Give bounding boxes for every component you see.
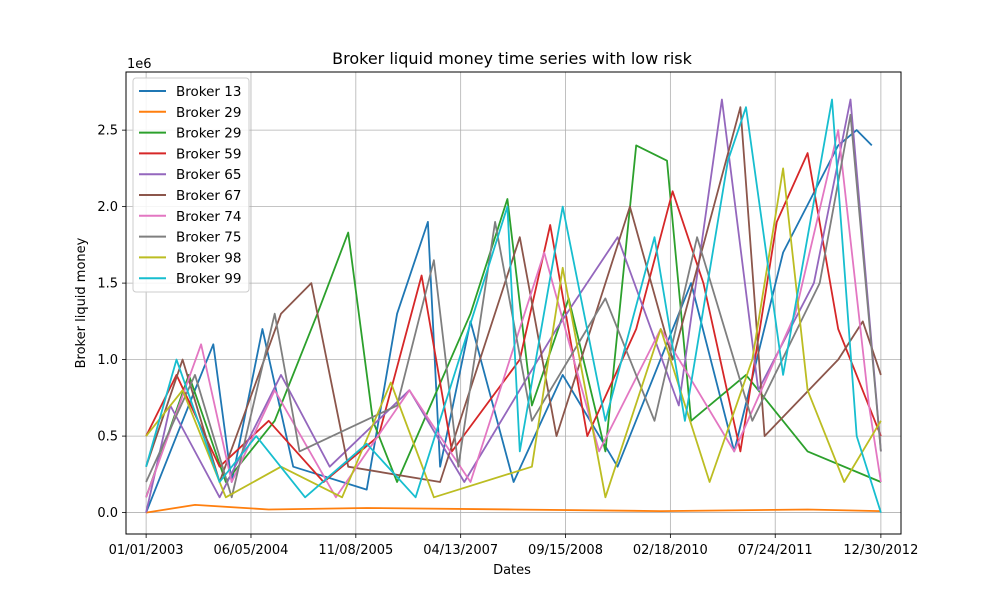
legend-label: Broker 29 <box>176 126 241 142</box>
series-line <box>145 113 882 499</box>
legend-label: Broker 65 <box>176 167 241 183</box>
x-axis: 01/01/2003 06/05/2004 11/08/2005 04/13/2007… <box>109 534 918 558</box>
series-group <box>145 98 882 514</box>
y-axis-scale-label: 1e6 <box>127 57 152 72</box>
series-line <box>145 144 882 498</box>
legend: Broker 13 Broker 29 Broker 29 Broker 59 Brok… <box>132 77 250 293</box>
y-tick-label: 1.5 <box>97 277 118 292</box>
y-tick-label: 1.0 <box>97 353 118 368</box>
legend-label: Broker 74 <box>176 209 241 225</box>
x-tick-label: 06/05/2004 <box>214 543 289 558</box>
x-tick-label: 09/15/2008 <box>528 543 603 558</box>
series-line <box>145 129 882 499</box>
grid <box>126 72 901 534</box>
series-line <box>145 152 882 483</box>
series-line <box>145 98 882 513</box>
legend-label: Broker 13 <box>176 84 241 100</box>
y-axis: 0.0 0.5 1.0 1.5 2.0 2.5 <box>97 124 126 521</box>
legend-label: Broker 98 <box>176 250 241 266</box>
series-line <box>145 129 873 513</box>
x-tick-label: 02/18/2010 <box>633 543 708 558</box>
legend-label: Broker 75 <box>176 230 241 246</box>
chart-title: Broker liquid money time series with low… <box>332 49 692 68</box>
x-axis-title: Dates <box>493 563 531 578</box>
y-tick-label: 0.5 <box>97 430 118 445</box>
x-tick-label: 04/13/2007 <box>423 543 498 558</box>
y-tick-label: 2.5 <box>97 124 118 139</box>
series-line <box>145 167 882 499</box>
series-line <box>145 106 882 483</box>
x-tick-label: 07/24/2011 <box>738 543 813 558</box>
legend-label: Broker 99 <box>176 271 241 287</box>
legend-label: Broker 59 <box>176 146 241 162</box>
y-axis-title: Broker liquid money <box>74 237 89 368</box>
x-tick-label: 01/01/2003 <box>109 543 184 558</box>
series-line <box>145 503 881 514</box>
legend-frame <box>132 77 250 293</box>
plot-background <box>126 72 901 534</box>
y-tick-label: 0.0 <box>97 506 118 521</box>
x-tick-label: 11/08/2005 <box>318 543 393 558</box>
y-tick-label: 2.0 <box>97 200 118 215</box>
plot-frame <box>125 71 902 535</box>
x-tick-label: 12/30/2012 <box>843 543 918 558</box>
legend-label: Broker 29 <box>176 105 241 121</box>
legend-label: Broker 67 <box>176 188 241 204</box>
